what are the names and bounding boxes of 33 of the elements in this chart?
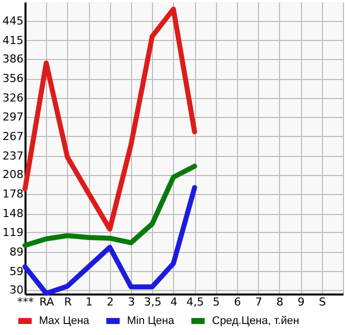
y-tick-label: 445 bbox=[2, 14, 24, 28]
legend-label: Min Цена bbox=[127, 315, 176, 327]
x-tick-label: 1 bbox=[86, 296, 93, 308]
y-tick-label: 267 bbox=[2, 130, 24, 143]
x-tick-label: 7 bbox=[255, 296, 262, 308]
x-tick-label: 4,5 bbox=[186, 296, 204, 308]
y-tick-label: 30 bbox=[10, 284, 24, 297]
y-tick-label: 178 bbox=[2, 188, 24, 201]
x-tick-label: 3,5 bbox=[144, 296, 162, 308]
y-tick-label: 297 bbox=[2, 110, 24, 124]
y-tick-label: 89 bbox=[10, 245, 24, 258]
x-tick-label: 9 bbox=[298, 296, 305, 308]
y-tick-label: 59 bbox=[10, 264, 24, 278]
y-tick-label: 119 bbox=[2, 226, 24, 239]
y-tick-label: 237 bbox=[2, 149, 24, 162]
x-tick-label: 5 bbox=[212, 296, 220, 308]
x-tick-label: 3 bbox=[128, 296, 135, 308]
x-tick-label: RA bbox=[39, 296, 55, 308]
x-tick-label: S bbox=[318, 296, 326, 308]
legend-label: Сред.Цена, т.йен bbox=[212, 315, 300, 327]
x-tick-label: 4 bbox=[170, 296, 178, 308]
x-tick-label: *** bbox=[17, 296, 34, 308]
y-tick-label: 148 bbox=[2, 207, 24, 220]
y-tick-label: 415 bbox=[2, 34, 24, 47]
legend-label: Max Цена bbox=[39, 315, 90, 327]
y-tick-label: 356 bbox=[2, 72, 24, 86]
x-tick-label: 6 bbox=[234, 296, 241, 308]
y-tick-label: 208 bbox=[2, 168, 24, 182]
x-tick-label: R bbox=[64, 296, 72, 308]
x-tick-label: 2 bbox=[106, 296, 114, 308]
x-tick-label: 8 bbox=[276, 296, 284, 308]
y-tick-label: 326 bbox=[2, 92, 24, 105]
y-tick-label: 386 bbox=[2, 52, 24, 66]
